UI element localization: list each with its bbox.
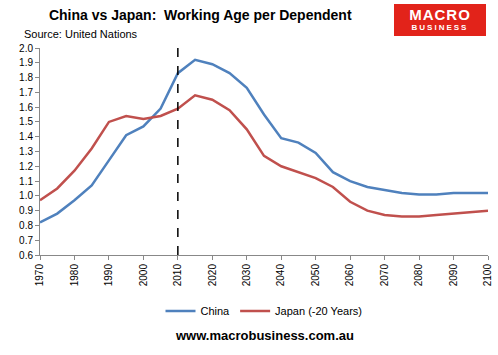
svg-text:2020: 2020 — [207, 264, 218, 287]
svg-text:2000: 2000 — [138, 264, 149, 287]
svg-text:2050: 2050 — [310, 264, 321, 287]
svg-text:1.6: 1.6 — [19, 102, 33, 113]
svg-text:1980: 1980 — [69, 264, 80, 287]
svg-text:0.7: 0.7 — [19, 235, 33, 246]
svg-text:1.2: 1.2 — [19, 161, 33, 172]
svg-text:2010: 2010 — [172, 264, 183, 287]
html-text:MACRO: MACRO — [409, 6, 471, 23]
svg-text:Source: United Nations: Source: United Nations — [24, 28, 138, 40]
svg-text:2090: 2090 — [448, 264, 459, 287]
svg-text:1990: 1990 — [103, 264, 114, 287]
svg-text:2100: 2100 — [482, 264, 493, 287]
svg-text:1.9: 1.9 — [19, 57, 33, 68]
svg-text:2030: 2030 — [241, 264, 252, 287]
svg-text:2080: 2080 — [413, 264, 424, 287]
svg-text:1.4: 1.4 — [19, 131, 33, 142]
svg-text:www.macrobusiness.com.au: www.macrobusiness.com.au — [175, 328, 354, 343]
svg-text:Japan (-20 Years): Japan (-20 Years) — [275, 305, 362, 317]
svg-text:1.0: 1.0 — [19, 190, 33, 201]
svg-text:0.8: 0.8 — [19, 220, 33, 231]
svg-text:1970: 1970 — [34, 264, 45, 287]
svg-text:2060: 2060 — [344, 264, 355, 287]
svg-text:China vs Japan: Working Age p: China vs Japan: Working Age per Dependen… — [49, 7, 352, 23]
svg-text:2040: 2040 — [275, 264, 286, 287]
svg-text:0.9: 0.9 — [19, 205, 33, 216]
svg-text:0.6: 0.6 — [19, 250, 33, 261]
html-text:BUSINESS: BUSINESS — [411, 23, 469, 32]
svg-text:China: China — [201, 305, 231, 317]
svg-text:1.3: 1.3 — [19, 146, 33, 157]
svg-text:2070: 2070 — [379, 264, 390, 287]
svg-text:1.8: 1.8 — [19, 72, 33, 83]
svg-text:1.5: 1.5 — [19, 116, 33, 127]
svg-text:1.1: 1.1 — [19, 176, 33, 187]
svg-text:2.0: 2.0 — [19, 43, 33, 54]
svg-text:1.7: 1.7 — [19, 87, 33, 98]
